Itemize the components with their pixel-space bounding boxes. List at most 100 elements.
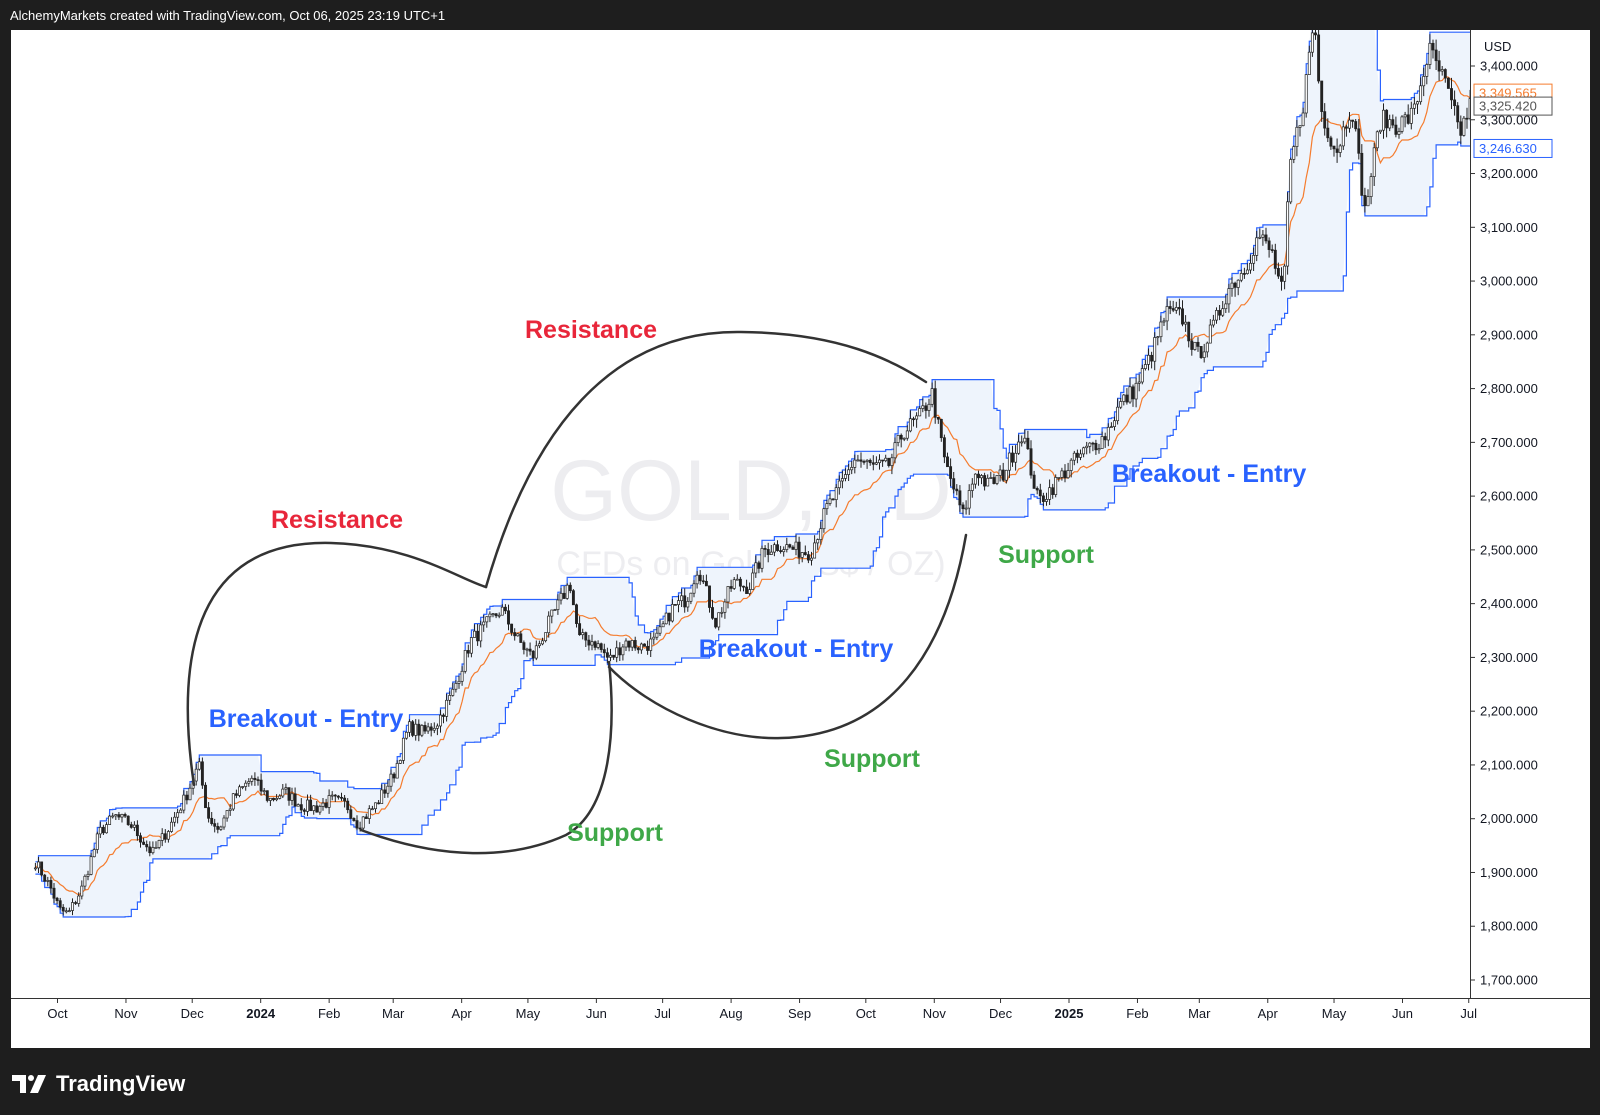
- chart-panel[interactable]: GOLD, 1D CFDs on Gold (US$ / OZ) Resista…: [11, 30, 1590, 1048]
- candle-body: [429, 726, 433, 731]
- candle-body: [281, 788, 285, 797]
- candle-body: [649, 638, 653, 651]
- candle-body: [98, 826, 102, 835]
- candle-body: [1215, 310, 1218, 321]
- candle-body: [785, 544, 789, 550]
- candle-body: [1038, 489, 1042, 497]
- candle-body: [1317, 34, 1321, 82]
- curve-1[interactable]: [186, 541, 488, 787]
- candle-body: [204, 784, 207, 809]
- candle-body: [878, 459, 881, 464]
- candle-body: [581, 632, 585, 636]
- candle-body: [633, 640, 637, 649]
- annotation-support[interactable]: Support: [998, 541, 1094, 569]
- candle-body: [80, 885, 84, 897]
- candle-body: [559, 592, 563, 601]
- candle-body: [83, 875, 87, 887]
- candle-body: [868, 459, 872, 464]
- annotation-breakout[interactable]: Breakout - Entry: [209, 705, 404, 733]
- candle-body: [247, 781, 251, 784]
- candle-body: [1208, 324, 1212, 344]
- candle-body: [578, 623, 582, 636]
- candle-body: [503, 606, 507, 612]
- candle-body: [37, 861, 40, 869]
- candle-body: [584, 632, 588, 641]
- candle-body: [241, 786, 245, 788]
- time-tick-label: Jul: [654, 1006, 671, 1021]
- price-tick-label: 3,000.000: [1480, 274, 1538, 289]
- candle-body: [593, 641, 597, 648]
- candle-body: [754, 562, 758, 574]
- price-label-box: [1473, 138, 1553, 158]
- candle-body: [185, 794, 189, 801]
- candle-body: [1140, 368, 1144, 383]
- candle-body: [1332, 145, 1336, 150]
- annotation-resistance[interactable]: Resistance: [525, 316, 657, 344]
- candle-body: [432, 727, 436, 731]
- curve-2[interactable]: [484, 330, 928, 589]
- annotation-breakout[interactable]: Breakout - Entry: [1112, 460, 1307, 488]
- annotation-support[interactable]: Support: [824, 745, 920, 773]
- candle-body: [701, 580, 705, 583]
- candle-body: [1419, 85, 1423, 103]
- price-axis[interactable]: 1,700.000 1,800.000 1,900.000 2,000.000 2,10…: [1470, 30, 1590, 998]
- candle-body: [1437, 60, 1441, 72]
- candle-body: [1060, 470, 1064, 478]
- candle-body: [64, 910, 68, 913]
- candle-body: [871, 462, 875, 465]
- candle-body: [992, 477, 996, 484]
- candle-body: [986, 477, 990, 487]
- candle-body: [806, 554, 810, 561]
- candle-body: [618, 647, 622, 656]
- candle-body: [333, 794, 337, 797]
- candle-body: [819, 528, 823, 540]
- candle-body: [55, 897, 59, 902]
- candle-body: [43, 874, 47, 882]
- currency-label[interactable]: USD: [1484, 39, 1511, 54]
- candle-body: [1128, 386, 1132, 403]
- candle-body: [466, 650, 470, 654]
- tradingview-logo[interactable]: TradingView: [12, 1068, 185, 1100]
- time-tick-label: Aug: [720, 1006, 743, 1021]
- tradingview-brand: TradingView: [56, 1071, 186, 1096]
- candle-body: [108, 815, 112, 825]
- candle-body: [714, 617, 718, 628]
- price-chart[interactable]: GOLD, 1D CFDs on Gold (US$ / OZ) Resista…: [11, 30, 1590, 1048]
- candle-body: [1051, 487, 1055, 495]
- candle-body: [188, 787, 192, 801]
- candle-body: [1338, 145, 1342, 153]
- annotation-breakout[interactable]: Breakout - Entry: [699, 635, 894, 663]
- candle-body: [414, 723, 418, 736]
- candle-body: [723, 601, 727, 613]
- candle-body: [1375, 131, 1379, 149]
- candle-body: [213, 823, 217, 827]
- candle-body: [349, 809, 353, 819]
- candle-body: [1199, 346, 1203, 358]
- candle-body: [1459, 121, 1463, 136]
- curve-3[interactable]: [359, 660, 613, 855]
- time-tick-label: Nov: [923, 1006, 947, 1021]
- candle-body: [816, 539, 820, 544]
- candle-body: [49, 880, 53, 889]
- candle-body: [927, 403, 931, 411]
- price-tick-label: 3,100.000: [1480, 220, 1538, 235]
- price-tick-label: 2,200.000: [1480, 704, 1538, 719]
- candle-body: [537, 643, 541, 647]
- candle-body: [1450, 88, 1453, 101]
- candle-body: [1406, 114, 1410, 124]
- annotation-support[interactable]: Support: [567, 819, 663, 847]
- candle-body: [166, 831, 170, 840]
- candle-body: [352, 818, 356, 821]
- candle-body: [507, 610, 510, 625]
- price-label: 3,246.630: [1479, 141, 1537, 156]
- candle-body: [550, 609, 554, 617]
- candle-body: [469, 637, 473, 654]
- candle-body: [1378, 129, 1382, 133]
- candle-body: [1088, 442, 1092, 447]
- candle-body: [207, 807, 211, 819]
- price-tick-label: 2,900.000: [1480, 327, 1538, 342]
- time-axis[interactable]: Oct Nov Dec 2024 Feb Mar Apr May Jun Jul Aug Sep Oct…: [11, 998, 1590, 1048]
- candle-body: [40, 861, 44, 876]
- curve-4[interactable]: [607, 533, 968, 740]
- annotation-resistance[interactable]: Resistance: [271, 506, 403, 534]
